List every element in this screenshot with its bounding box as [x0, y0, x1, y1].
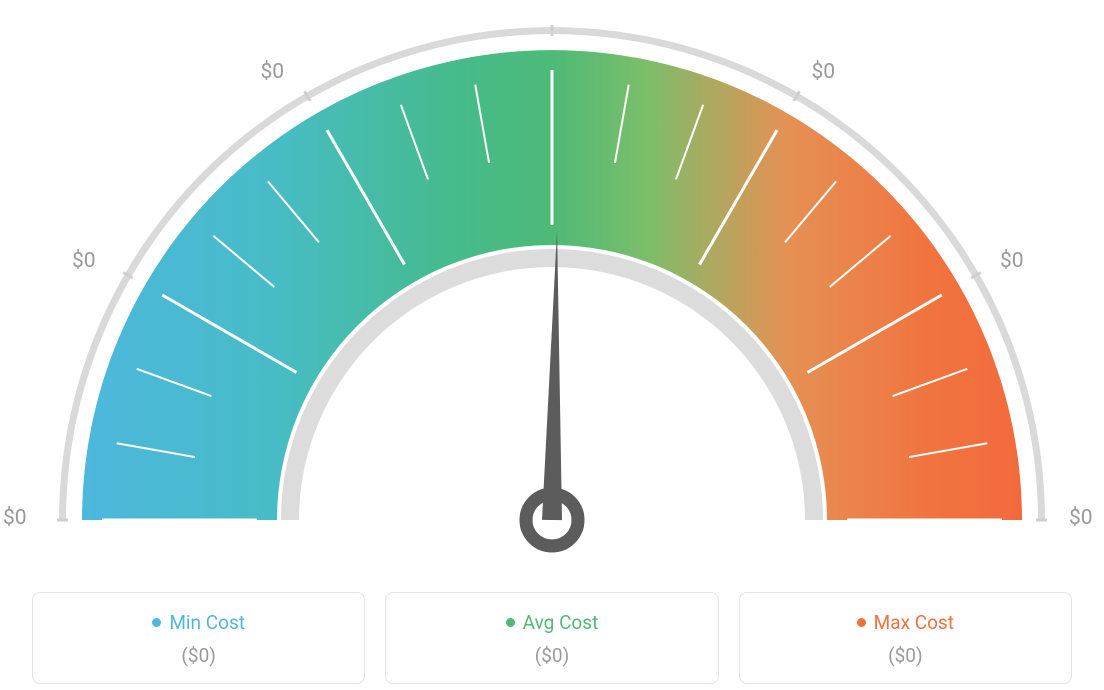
legend-max-title: Max Cost — [857, 611, 954, 634]
dial-label-4: $0 — [812, 60, 836, 84]
gauge-svg — [32, 0, 1072, 560]
legend-avg-dot — [506, 618, 515, 627]
legend-row: Min Cost ($0) Avg Cost ($0) Max Cost ($0… — [32, 592, 1072, 684]
legend-max-label: Max Cost — [874, 611, 954, 634]
dial-label-1: $0 — [72, 249, 96, 273]
dial-label-3: $0 — [538, 0, 562, 3]
gauge: $0 $0 $0 $0 $0 $0 $0 — [32, 0, 1072, 560]
legend-avg-title: Avg Cost — [506, 611, 599, 634]
dial-label-2: $0 — [261, 60, 285, 84]
legend-min-dot — [152, 618, 161, 627]
legend-max-value: ($0) — [750, 644, 1061, 667]
legend-avg: Avg Cost ($0) — [385, 592, 718, 684]
dial-label-5: $0 — [1000, 249, 1024, 273]
legend-avg-label: Avg Cost — [523, 611, 599, 634]
legend-min: Min Cost ($0) — [32, 592, 365, 684]
legend-min-label: Min Cost — [169, 611, 245, 634]
legend-max-dot — [857, 618, 866, 627]
legend-min-title: Min Cost — [152, 611, 245, 634]
dial-label-0: $0 — [3, 506, 27, 530]
legend-max: Max Cost ($0) — [739, 592, 1072, 684]
gauge-chart-container: $0 $0 $0 $0 $0 $0 $0 Min Cost ($0) Avg C… — [0, 0, 1104, 690]
legend-avg-value: ($0) — [396, 644, 707, 667]
legend-min-value: ($0) — [43, 644, 354, 667]
dial-label-6: $0 — [1069, 506, 1093, 530]
